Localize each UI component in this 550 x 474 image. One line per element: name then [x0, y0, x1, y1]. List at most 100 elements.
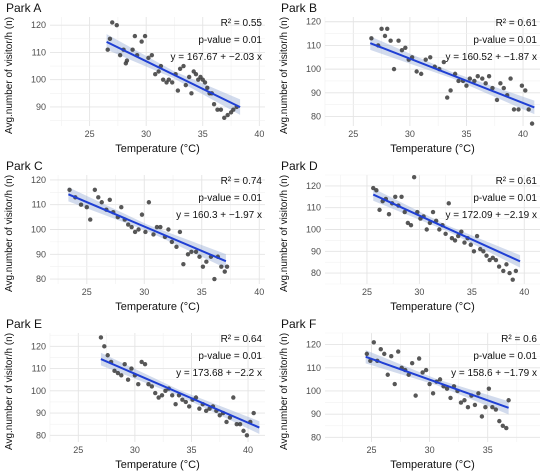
p-value-label: p-value = 0.01 [198, 193, 262, 204]
data-point [102, 344, 107, 349]
x-tick-label: 35 [461, 129, 471, 139]
data-point [523, 88, 528, 93]
points [98, 335, 256, 438]
panel-title: Park E [6, 317, 42, 331]
data-point [212, 276, 217, 282]
data-point [193, 395, 199, 400]
points [67, 187, 230, 282]
data-point [462, 240, 467, 245]
x-tick-label: 35 [198, 129, 208, 139]
data-point [219, 264, 224, 269]
data-point [385, 372, 390, 377]
data-point [389, 353, 394, 359]
y-tick-label: 110 [307, 203, 321, 213]
y-axis-title: Avg.number of visitor/h (n) [279, 17, 290, 134]
data-point [175, 88, 181, 93]
y-tick-label: 80 [311, 268, 321, 278]
regression-line [365, 355, 509, 409]
data-point [139, 212, 145, 217]
regression-line [68, 193, 227, 263]
p-value-label: p-value = 0.01 [198, 35, 262, 46]
p-value-label: p-value = 0.01 [473, 35, 537, 46]
y-tick-label: 100 [31, 75, 46, 85]
x-tick-label: 30 [414, 287, 424, 297]
data-point [186, 404, 192, 409]
y-tick-label: 120 [31, 175, 46, 185]
data-point [139, 359, 144, 365]
data-point [430, 391, 436, 396]
data-point [170, 393, 175, 398]
data-point [459, 229, 464, 234]
data-point [146, 200, 152, 205]
data-point [420, 370, 425, 375]
data-point [156, 69, 161, 74]
data-point [486, 386, 492, 391]
equation-label: y = 167.67 + −2.03 x [171, 52, 262, 63]
data-point [406, 372, 411, 377]
data-point [129, 224, 134, 230]
y-tick-label: 100 [306, 64, 321, 74]
data-point [371, 185, 376, 191]
x-axis-title: Temperature (°C) [390, 459, 474, 471]
x-tick-label: 25 [362, 287, 372, 297]
regression-line [372, 193, 521, 263]
data-point [462, 398, 467, 403]
x-tick-label: 40 [518, 129, 528, 139]
data-point [114, 22, 119, 28]
data-point [448, 395, 453, 401]
data-point [399, 194, 404, 199]
data-point [448, 88, 453, 93]
data-point [506, 398, 511, 403]
p-value-label: p-value = 0.01 [473, 193, 537, 204]
regression-line [100, 358, 260, 429]
data-point [231, 395, 236, 400]
r-squared-label: R² = 0.61 [496, 176, 538, 187]
data-point [132, 229, 138, 235]
y-tick-label: 110 [307, 40, 321, 50]
data-point [405, 220, 411, 226]
data-point [501, 85, 506, 91]
data-point [96, 195, 101, 200]
data-point [139, 39, 144, 44]
data-point [386, 212, 392, 217]
data-point [445, 95, 450, 100]
equation-label: y = 160.3 + −1.97 x [176, 210, 262, 221]
data-point [428, 55, 433, 60]
data-point [507, 270, 512, 276]
data-point [472, 402, 478, 408]
data-point [444, 386, 450, 391]
regression-line [106, 40, 241, 109]
panel-title: Park B [281, 1, 317, 15]
data-point [181, 261, 186, 267]
x-tick-label: 40 [254, 287, 264, 297]
data-point [446, 201, 451, 206]
data-point [105, 47, 110, 52]
data-point [129, 366, 134, 371]
data-point [159, 393, 165, 398]
data-point [456, 78, 461, 84]
data-point [392, 381, 397, 387]
grid [325, 174, 540, 285]
data-point [125, 377, 131, 382]
data-point [153, 390, 158, 396]
x-tick-label: 30 [141, 129, 151, 139]
data-point [115, 370, 121, 376]
data-point [186, 74, 192, 80]
data-point [377, 207, 382, 213]
data-point [105, 353, 110, 358]
data-point [107, 36, 113, 41]
y-tick-label: 100 [306, 225, 321, 235]
panel-title: Park D [281, 159, 318, 173]
y-axis-title: Avg.number of visitor/h (n) [279, 333, 290, 450]
data-point [117, 52, 123, 58]
data-point [177, 66, 183, 71]
data-point [497, 418, 502, 424]
x-tick-label: 25 [73, 445, 83, 455]
data-point [391, 66, 397, 72]
x-tick-label: 25 [85, 129, 95, 139]
data-point [441, 59, 447, 65]
data-point [217, 413, 222, 418]
p-value-label: p-value = 0.01 [473, 351, 537, 362]
x-axis-title: Temperature (°C) [390, 301, 474, 313]
data-point [414, 69, 419, 74]
